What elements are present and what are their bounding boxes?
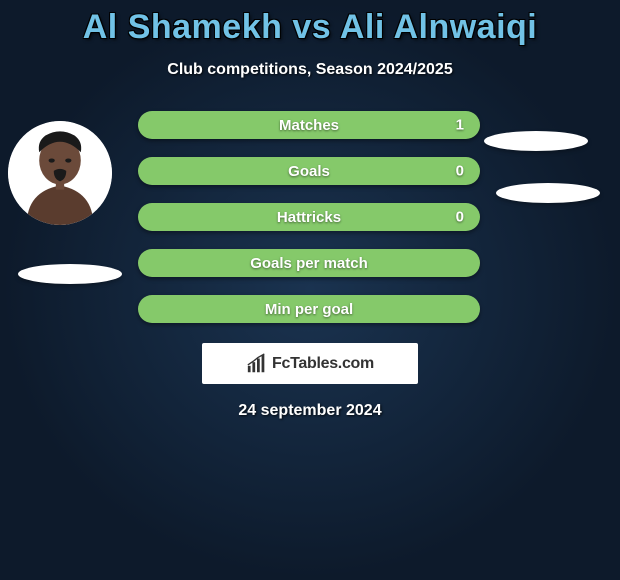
subtitle: Club competitions, Season 2024/2025 [0, 61, 620, 79]
stat-pill: Min per goal [138, 295, 480, 323]
brand-text: FcTables.com [272, 355, 374, 373]
chart-icon [246, 353, 268, 375]
stat-pill: Hattricks 0 [138, 203, 480, 231]
stat-row-goals-per-match: Goals per match [138, 249, 480, 277]
player-right-name-pill-2 [496, 183, 600, 203]
stats-list: Matches 1 Goals 0 Hattricks 0 Goals per … [138, 111, 480, 323]
stat-label: Min per goal [265, 301, 353, 318]
player-right-name-pill-1 [484, 131, 588, 151]
stat-row-goals: Goals 0 [138, 157, 480, 185]
player-left-name-pill [18, 264, 122, 284]
stat-pill: Goals per match [138, 249, 480, 277]
stat-value: 1 [456, 117, 464, 134]
stat-label: Goals [288, 163, 330, 180]
stat-label: Hattricks [277, 209, 341, 226]
stat-pill: Matches 1 [138, 111, 480, 139]
stat-label: Matches [279, 117, 339, 134]
stat-row-matches: Matches 1 [138, 111, 480, 139]
stat-row-min-per-goal: Min per goal [138, 295, 480, 323]
stat-value: 0 [456, 163, 464, 180]
stat-label: Goals per match [250, 255, 368, 272]
date-label: 24 september 2024 [0, 402, 620, 420]
brand-logo: FcTables.com [202, 343, 418, 384]
avatar-placeholder-icon [8, 121, 112, 225]
stat-value: 0 [456, 209, 464, 226]
stat-row-hattricks: Hattricks 0 [138, 203, 480, 231]
stat-pill: Goals 0 [138, 157, 480, 185]
page-title: Al Shamekh vs Ali Alnwaiqi [0, 8, 620, 47]
comparison-layout: Matches 1 Goals 0 Hattricks 0 Goals per … [0, 111, 620, 420]
player-left-avatar [8, 121, 112, 225]
